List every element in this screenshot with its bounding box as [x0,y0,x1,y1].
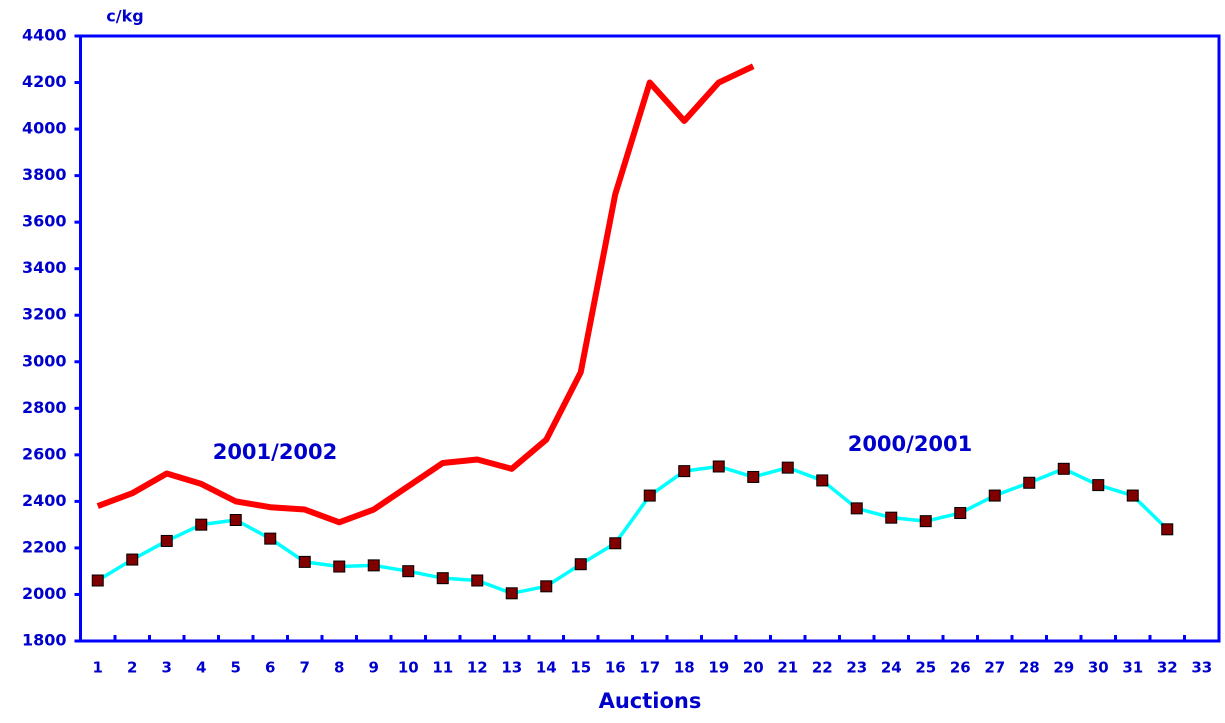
point-marker [1023,476,1036,489]
point-marker [229,514,242,526]
point-marker [919,515,932,528]
x-tick-label: 26 [950,659,971,677]
x-tick-label: 16 [605,659,626,677]
plot-frame [79,34,1221,643]
x-tick-label: 10 [398,659,419,677]
y-tick-label: 2400 [22,491,67,510]
y-tick-label: 3000 [22,351,67,370]
point-marker [367,559,380,572]
series-line [96,63,755,526]
x-tick-label: 5 [231,659,241,677]
x-tick-label: 7 [300,659,310,677]
point-marker [264,532,277,545]
x-tick-label: 32 [1157,659,1178,677]
x-axis-label: Auctions [599,689,702,713]
point-marker [954,507,967,520]
x-tick-label: 23 [846,659,867,677]
point-marker [850,502,863,515]
point-marker [678,465,691,478]
x-tick-label: 24 [881,659,902,677]
x-tick-label: 20 [743,659,764,677]
x-tick-label: 3 [162,659,172,677]
point-marker [540,580,553,593]
y-tick-label: 4400 [22,26,67,45]
point-marker [574,558,587,571]
y-tick-label: 4200 [22,72,67,91]
y-tick-label: 1800 [22,631,67,650]
x-tick-label: 25 [915,659,936,677]
x-tick-label: 13 [501,659,522,677]
x-tick-label: 27 [984,659,1005,677]
y-axis-label: c/kg [106,7,143,26]
series-line [96,464,1169,596]
x-tick-label: 2 [127,659,137,677]
y-tick-label: 2800 [22,398,67,417]
y-tick-label: 4000 [22,119,67,138]
x-tick-label: 30 [1088,659,1109,677]
point-marker [333,560,346,573]
point-marker [298,555,311,568]
point-marker [816,474,829,487]
point-marker [712,460,725,473]
point-marker [195,518,208,531]
point-marker [436,572,449,585]
y-tick-label: 3600 [22,212,67,231]
x-tick-label: 21 [777,659,798,677]
x-tick-label: 22 [812,659,833,677]
point-marker [471,574,484,587]
x-tick-label: 18 [674,659,695,677]
x-tick-label: 9 [369,659,379,677]
y-tick-label: 2000 [22,584,67,603]
x-tick-label: 12 [467,659,488,677]
point-marker [885,511,898,524]
x-tick-label: 11 [432,659,453,677]
series-label: 2001/2002 [213,440,338,464]
point-marker [781,461,794,474]
point-marker [126,553,139,566]
point-marker [1092,479,1105,492]
point-marker [91,574,104,587]
point-marker [747,470,760,483]
y-tick-label: 3800 [22,165,67,184]
point-marker [1057,462,1070,475]
x-tick-label: 14 [536,659,557,677]
x-tick-label: 19 [708,659,729,677]
y-tick-label: 3400 [22,258,67,277]
point-marker [505,587,518,600]
x-tick-label: 8 [334,659,344,677]
series-label: 2000/2001 [848,432,973,456]
x-tick-label: 6 [265,659,275,677]
x-tick-label: 4 [196,659,206,677]
point-marker [1126,489,1139,502]
x-tick-label: 1 [93,659,103,677]
x-tick-label: 31 [1122,659,1143,677]
point-marker [643,489,656,502]
point-marker [609,537,622,550]
y-tick-label: 3200 [22,305,67,324]
x-tick-label: 15 [570,659,591,677]
x-tick-label: 29 [1053,659,1074,677]
point-marker [1161,523,1174,536]
y-tick-label: 2600 [22,444,67,463]
x-tick-label: 17 [639,659,660,677]
y-tick-label: 2200 [22,537,67,556]
x-tick-label: 28 [1019,659,1040,677]
point-marker [160,534,173,547]
point-marker [988,489,1001,502]
point-marker [402,565,415,578]
x-tick-label: 33 [1191,659,1212,677]
